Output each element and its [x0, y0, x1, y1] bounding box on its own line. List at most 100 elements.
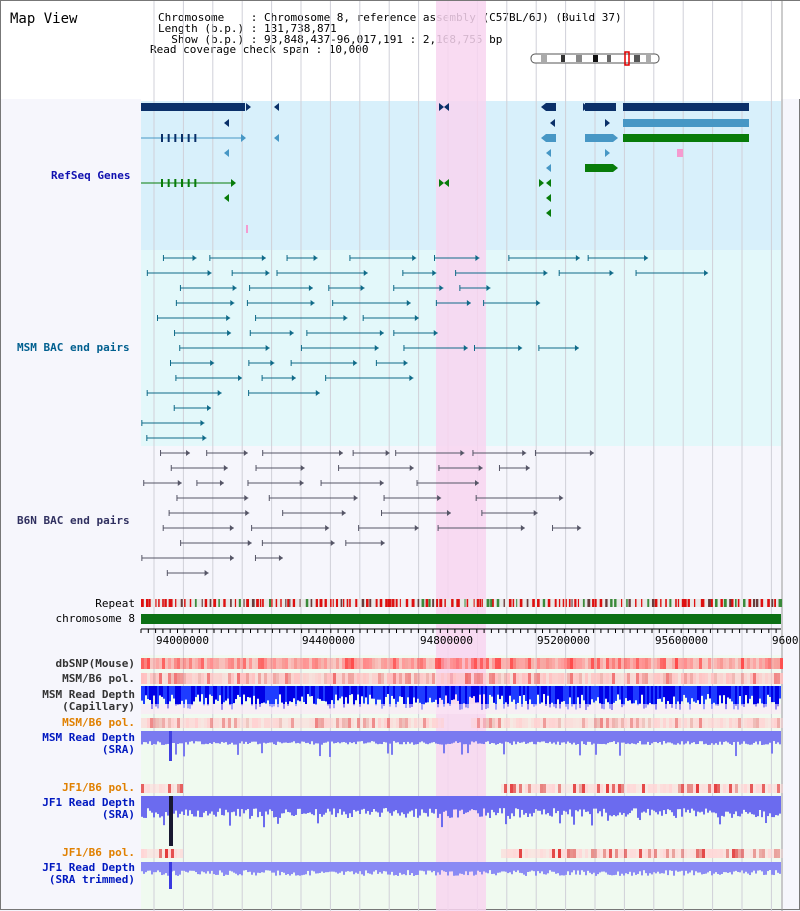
jf1-sra-depth-bar [639, 796, 641, 821]
msm-b6-pol2-heat [423, 718, 426, 728]
msm-capillary-depth-bar [379, 686, 381, 700]
msm-capillary-depth-bar [321, 686, 323, 701]
jf1-trimmed-depth-bar [595, 862, 597, 876]
msm-b6-pol-heat [480, 673, 483, 684]
dbsnp-heat [465, 658, 468, 669]
msm-b6-pol-heat [417, 673, 420, 684]
msm-capillary-depth-bar [373, 686, 375, 699]
jf1-trimmed-depth-bar [739, 862, 741, 873]
msm-b6-pol2-heat [294, 718, 297, 728]
jf1-sra-depth-bar [677, 796, 679, 810]
msm-capillary-depth-bar [593, 686, 595, 703]
msm-b6-pol-heat [534, 673, 537, 684]
msm-capillary-depth-bar [711, 686, 713, 709]
jf1-trimmed-depth-bar [469, 862, 471, 872]
msm-b6-pol-heat [438, 673, 441, 684]
dbsnp-heat [522, 658, 525, 669]
msm-capillary-depth-bar [475, 686, 477, 703]
gene-exon [187, 179, 190, 187]
jf1-sra-depth-bar [233, 796, 235, 812]
jf1-sra-depth-bar [309, 796, 311, 813]
msm-capillary-depth-bar [259, 686, 261, 707]
jf1-sra-depth-bar [459, 796, 461, 811]
dbsnp-heat [255, 658, 258, 669]
msm-sra-depth-bar [765, 731, 767, 745]
chromosome-bar [141, 614, 781, 624]
dbsnp-heat [459, 658, 462, 669]
msm-b6-pol-heat [747, 673, 750, 684]
msm-capillary-depth-bar [609, 686, 611, 709]
jf1-b6-pol2-heat [150, 849, 153, 858]
msm-b6-pol2-heat [435, 718, 438, 728]
msm-b6-pol-heat [204, 673, 207, 684]
jf1-b6-pol2-heat [558, 849, 561, 858]
msm-capillary-depth-bar [293, 686, 295, 699]
msm-capillary-depth-bar [389, 686, 391, 707]
jf1-b6-pol-heat [600, 784, 603, 793]
jf1-sra-depth-bar [337, 796, 339, 814]
msm-capillary-depth-bar [731, 686, 733, 702]
msm-b6-pol-heat [369, 673, 372, 684]
msm-sra-depth-bar [729, 731, 731, 744]
msm-b6-pol2-heat [717, 718, 720, 728]
b6n-bac-pair-arrow [385, 450, 390, 456]
dbsnp-heat [279, 658, 282, 669]
gene-body [585, 134, 613, 142]
jf1-sra-depth-bar [717, 796, 719, 818]
msm-sra-depth-bar [461, 731, 463, 755]
msm-sra-depth-bar [763, 731, 765, 745]
track-label-b6n-bac[interactable]: B6N BAC end pairs [17, 514, 130, 527]
jf1-b6-pol-heat [705, 784, 708, 793]
msm-b6-pol2-heat [162, 718, 165, 728]
repeat-element [641, 599, 643, 607]
jf1-trimmed-depth-bar [211, 862, 213, 871]
jf1-trimmed-depth-bar [701, 862, 703, 875]
msm-bac-pair-arrow [543, 270, 548, 276]
dbsnp-heat [504, 658, 507, 669]
jf1-sra-depth-bar [747, 796, 749, 814]
jf1-b6-pol2-heat [762, 849, 765, 858]
jf1-b6-pol2-heat [516, 849, 519, 858]
jf1-b6-pol2-heat [678, 849, 681, 858]
jf1-sra-depth-bar [601, 796, 603, 817]
msm-capillary-depth-bar [721, 686, 723, 704]
msm-capillary-depth-bar [165, 686, 167, 705]
jf1-b6-pol-heat [546, 784, 549, 793]
repeat-element [346, 599, 349, 607]
b6n-bac-pair-arrow [219, 480, 224, 486]
jf1-trimmed-depth-bar [199, 862, 201, 875]
jf1-b6-pol2-heat [606, 849, 609, 858]
track-label-msm-bac[interactable]: MSM BAC end pairs [17, 341, 130, 354]
jf1-trimmed-depth-bar [741, 862, 743, 871]
msm-sra-depth-bar [453, 731, 455, 743]
jf1-b6-pol-heat [561, 784, 564, 793]
jf1-sra-depth-bar [371, 796, 373, 812]
jf1-sra-depth-bar [145, 796, 147, 818]
jf1-sra-depth-bar [437, 796, 439, 818]
msm-b6-pol-heat [228, 673, 231, 684]
msm-sra-depth-bar [475, 731, 477, 742]
msm-capillary-depth-bar [299, 686, 301, 702]
msm-b6-pol-heat [357, 673, 360, 684]
msm-b6-pol2-heat [252, 718, 255, 728]
jf1-trimmed-depth-bar [461, 862, 463, 874]
b6n-bac-pair-arrow [339, 450, 344, 456]
dbsnp-heat [273, 658, 276, 669]
jf1-trimmed-depth-bar [713, 862, 715, 874]
dbsnp-heat [429, 658, 432, 669]
jf1-sra-depth-bar [361, 796, 363, 810]
dbsnp-heat [291, 658, 294, 669]
jf1-sra-depth-bar [333, 796, 335, 809]
msm-b6-pol-heat [702, 673, 705, 684]
repeat-element [399, 599, 401, 607]
msm-sra-depth-bar [301, 731, 303, 742]
jf1-sra-depth-bar [619, 796, 621, 813]
repeat-element [349, 599, 351, 607]
dbsnp-heat [171, 658, 174, 669]
msm-b6-pol2-heat [312, 718, 315, 728]
msm-b6-pol2-heat [297, 718, 300, 728]
track-label-refseq[interactable]: RefSeq Genes [51, 169, 131, 182]
dbsnp-heat [618, 658, 621, 669]
msm-b6-pol-heat [510, 673, 513, 684]
